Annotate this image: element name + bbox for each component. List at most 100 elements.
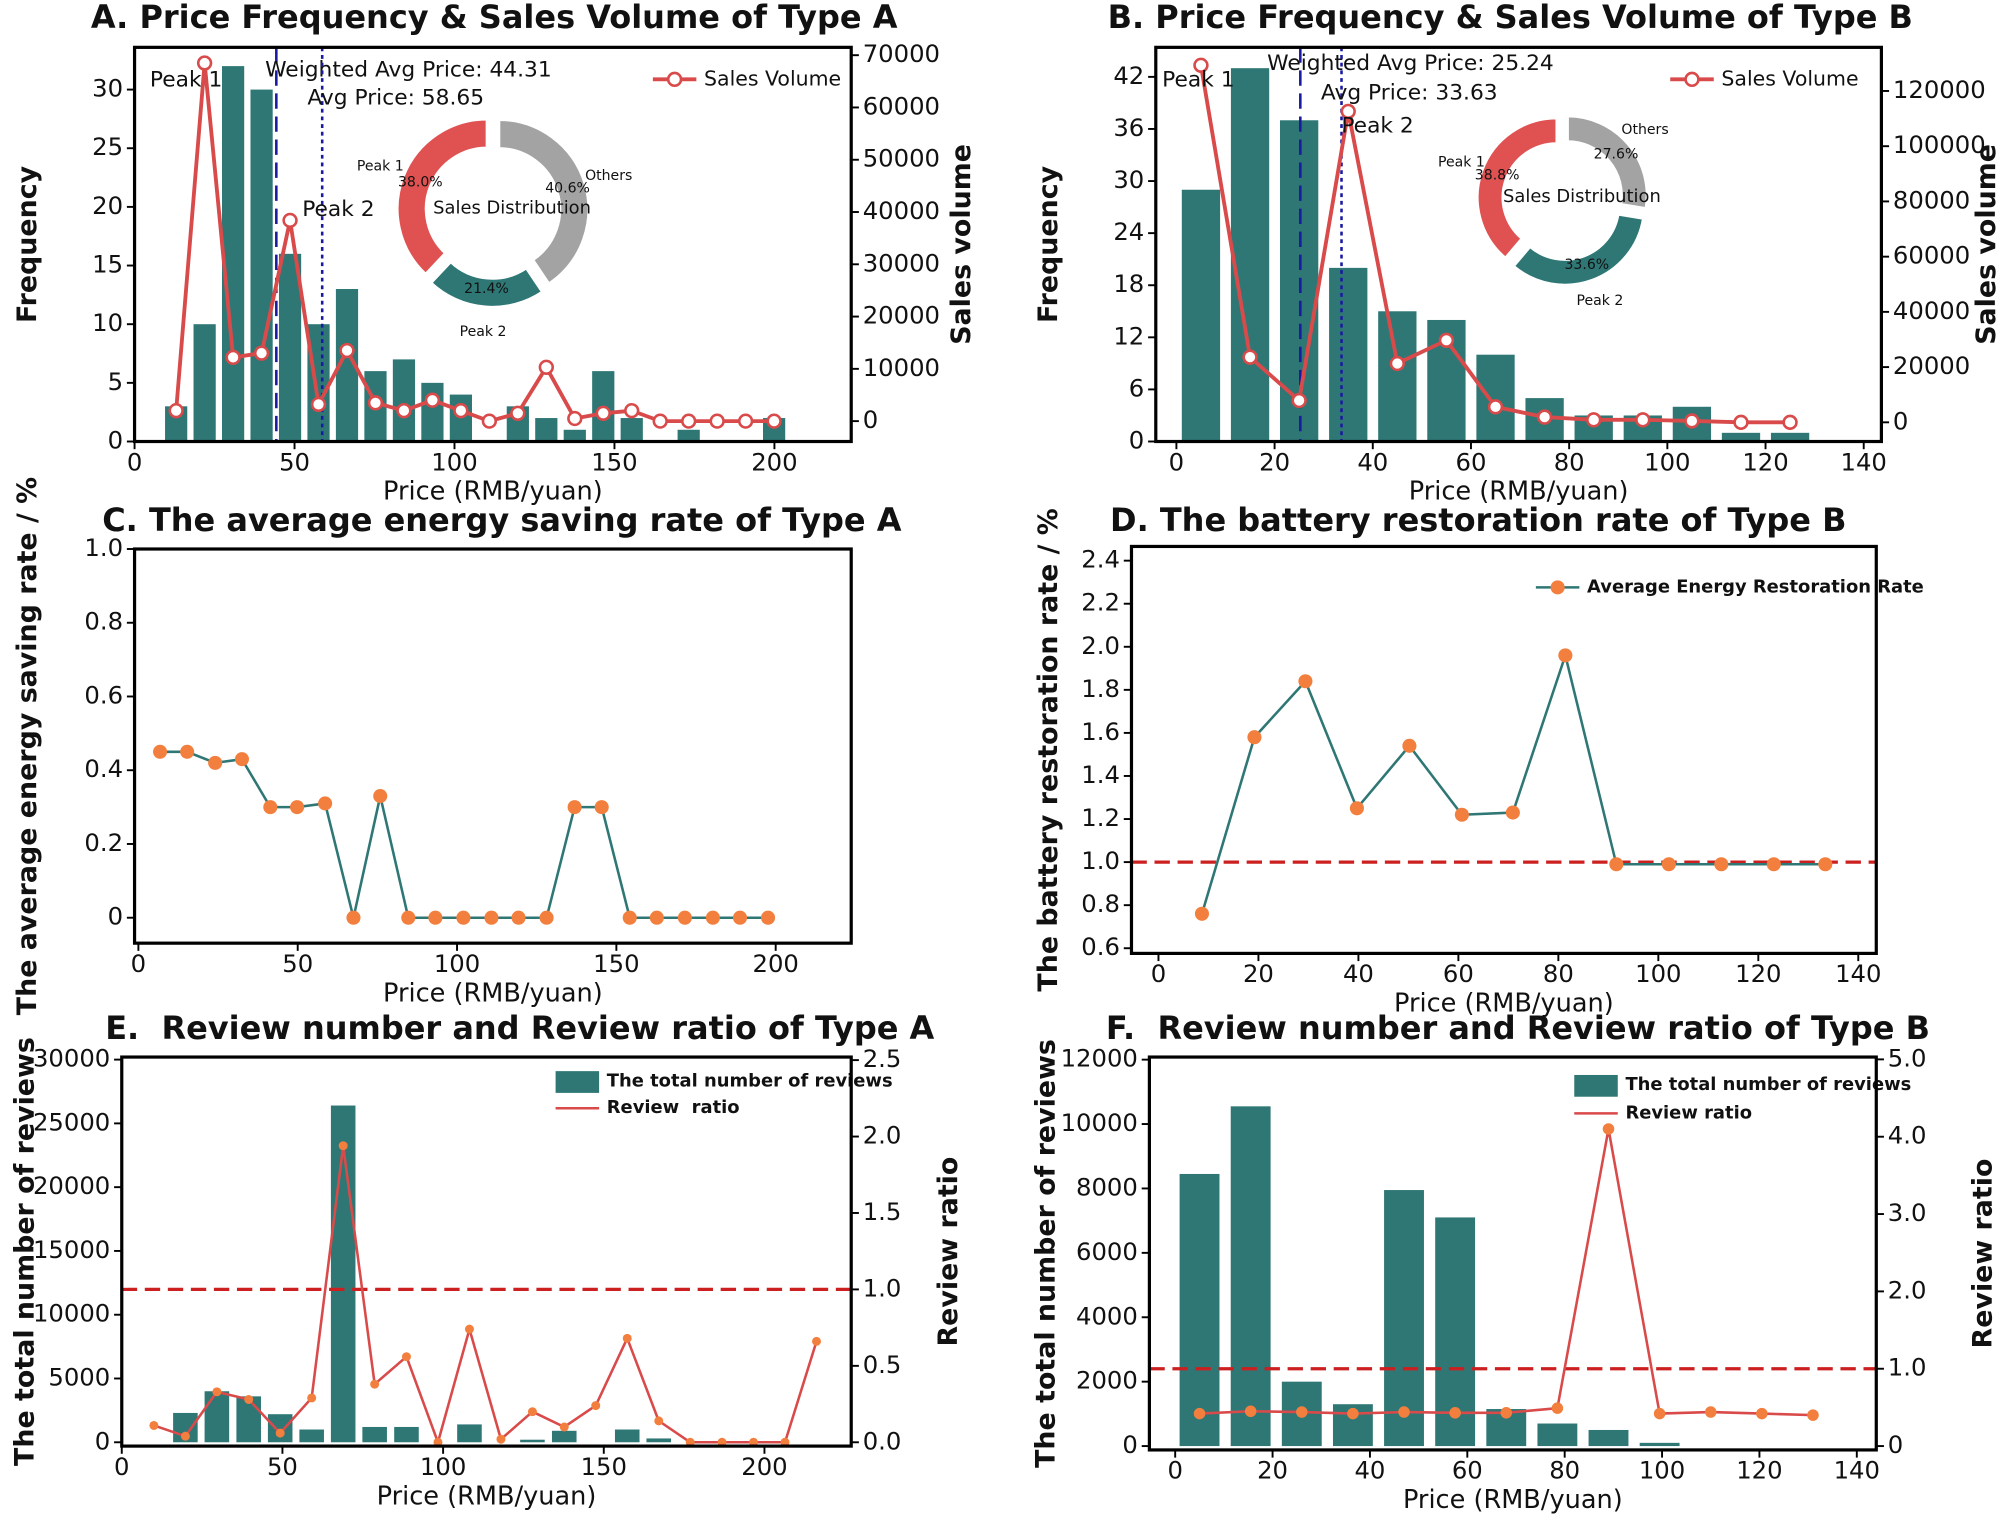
pie-label: Peak 2 [460, 324, 507, 340]
marker [622, 910, 637, 925]
bar [1181, 189, 1221, 442]
bar [250, 89, 273, 442]
reference-label: Avg Price: 58.65 [307, 86, 484, 111]
x-tick-label: 140 [1841, 447, 1887, 476]
pie-value-label: 38.0% [398, 174, 443, 190]
y-tick-label: 10 [92, 308, 123, 337]
x-tick-label: 150 [593, 949, 639, 978]
x-tick-label: 50 [282, 949, 313, 978]
y2-tick-label: 2.0 [863, 1121, 902, 1150]
marker [1684, 413, 1700, 429]
marker [1296, 1406, 1308, 1418]
y-axis-label: Frequency [1033, 165, 1064, 323]
y2-tick-label: 0 [1893, 406, 1908, 435]
line [160, 750, 769, 920]
pie-value-label: 33.6% [1564, 257, 1609, 273]
marker [1347, 1407, 1359, 1420]
plot-frame [1129, 544, 1878, 955]
y2-tick-label: 30000 [863, 248, 940, 277]
marker [539, 910, 554, 925]
marker [1635, 412, 1651, 428]
x-tick-label: 100 [1635, 959, 1681, 988]
x-tick-label: 0 [127, 447, 142, 476]
y-tick-label: 0 [1129, 426, 1144, 455]
x-tick-label: 20 [1243, 959, 1274, 988]
marker [654, 1416, 664, 1426]
legend-label: The total number of reviews [1625, 1074, 1911, 1095]
y-tick-label: 2.2 [1081, 588, 1120, 617]
marker [275, 1428, 285, 1438]
y2-tick-label: 120000 [1893, 75, 1986, 104]
y-axis-label: The total number of reviews [9, 1037, 40, 1466]
y2-tick-label: 10000 [863, 353, 940, 382]
line [153, 1144, 818, 1444]
y-tick-label: 1.4 [1081, 760, 1120, 789]
x-tick-label: 120 [1735, 959, 1781, 988]
bar [1537, 1423, 1578, 1447]
y2-axis-label: Review ratio [1967, 1159, 1998, 1349]
y-tick-label: 25 [92, 132, 123, 161]
chart-title: A. Price Frequency & Sales Volume of Typ… [91, 0, 898, 36]
y2-tick-label: 0.5 [863, 1350, 902, 1379]
x-tick-label: 120 [1736, 1456, 1782, 1485]
x-tick-label: 140 [1834, 1456, 1880, 1485]
x-tick-label: 0 [114, 1452, 129, 1481]
x-tick-label: 100 [1639, 1456, 1685, 1485]
marker [705, 910, 720, 925]
marker [212, 1387, 222, 1397]
bar [1770, 432, 1810, 442]
bar [457, 1424, 482, 1443]
marker [538, 359, 554, 375]
x-tick-label: 100 [1644, 447, 1690, 476]
marker [180, 744, 195, 759]
x-tick-label: 120 [1742, 447, 1788, 476]
plot-frame [132, 547, 853, 945]
x-tick-label: 100 [431, 447, 477, 476]
pie-wedge [497, 118, 590, 286]
y-tick-label: 0 [95, 1426, 110, 1455]
annotation: Peak 1 [150, 68, 222, 93]
marker [338, 1141, 348, 1151]
x-tick-label: 150 [591, 447, 637, 476]
annotation: Peak 2 [1341, 114, 1413, 139]
bar [677, 429, 700, 442]
x-tick-label: 80 [1549, 1456, 1580, 1485]
x-tick-label: 150 [581, 1452, 627, 1481]
bar [1179, 1173, 1220, 1447]
x-axis-label: Price (RMB/yuan) [377, 1481, 597, 1511]
marker [428, 910, 443, 925]
legend-swatch [1574, 1074, 1618, 1097]
x-axis-label: Price (RMB/yuan) [383, 477, 603, 507]
bar [520, 1439, 545, 1443]
y-tick-label: 10000 [1061, 1108, 1138, 1137]
x-tick-label: 80 [1554, 447, 1585, 476]
marker [370, 1379, 380, 1389]
marker [180, 1431, 190, 1441]
y-tick-label: 10000 [33, 1299, 110, 1328]
marker [484, 910, 499, 925]
marker [282, 212, 298, 229]
x-axis-label: Price (RMB/yuan) [383, 978, 603, 1008]
x-tick-label: 200 [741, 1452, 787, 1481]
marker [1602, 1123, 1615, 1135]
reference-label: Weighted Avg Price: 44.31 [265, 57, 552, 82]
y2-tick-label: 60000 [863, 91, 940, 120]
legend-label: Average Energy Restoration Rate [1587, 576, 1924, 597]
pie-value-label: 38.8% [1475, 168, 1520, 184]
plot-frame [132, 45, 853, 444]
legend-label: Sales Volume [1721, 66, 1858, 90]
marker [1536, 409, 1553, 425]
marker [594, 800, 609, 815]
marker [567, 410, 583, 427]
marker [168, 402, 184, 419]
marker [1807, 1409, 1819, 1421]
y2-axis-label: Sales volume [946, 144, 977, 345]
marker [318, 796, 333, 811]
marker [339, 342, 355, 359]
y2-tick-label: 0.0 [863, 1426, 902, 1455]
pie-wedge [396, 117, 489, 276]
bar [1329, 267, 1368, 442]
y-tick-label: 36 [1113, 113, 1144, 142]
y-tick-label: 0.2 [84, 828, 123, 857]
marker [1349, 801, 1364, 816]
